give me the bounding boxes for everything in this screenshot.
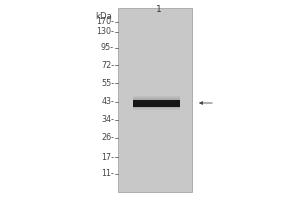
Text: 26-: 26- xyxy=(101,134,114,142)
Text: 17-: 17- xyxy=(101,152,114,162)
Bar xyxy=(133,109,180,110)
Bar xyxy=(133,96,180,97)
Text: 72-: 72- xyxy=(101,60,114,70)
Bar xyxy=(133,97,180,98)
Text: 11-: 11- xyxy=(101,170,114,178)
Text: kDa: kDa xyxy=(95,12,112,21)
Text: 130-: 130- xyxy=(96,27,114,36)
Bar xyxy=(133,98,180,99)
Text: 95-: 95- xyxy=(101,44,114,52)
Text: 43-: 43- xyxy=(101,98,114,106)
Bar xyxy=(133,99,180,106)
Text: 1: 1 xyxy=(156,5,162,14)
Bar xyxy=(133,108,180,109)
Text: 170-: 170- xyxy=(96,18,114,26)
Bar xyxy=(118,8,192,192)
Text: 55-: 55- xyxy=(101,78,114,88)
Bar xyxy=(133,106,180,108)
Text: 34-: 34- xyxy=(101,116,114,124)
